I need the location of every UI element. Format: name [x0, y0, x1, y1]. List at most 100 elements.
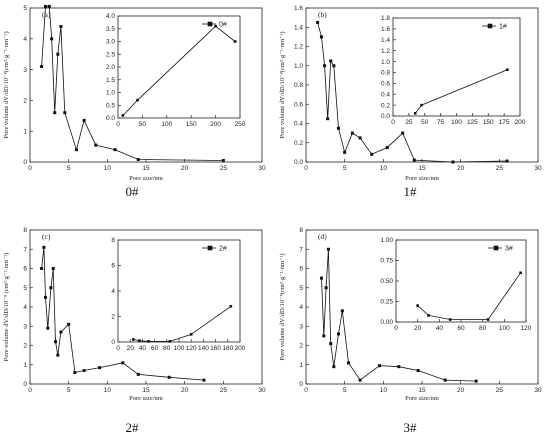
panel-4-main-xtick-label-4: 20	[457, 387, 465, 394]
panel-2-inset-xtick-label-2: 50	[421, 119, 429, 126]
panel-3-inset-point-1	[138, 339, 141, 343]
panel-2-main-xtick-label-0: 0	[304, 165, 308, 172]
panel-4-main-xtick-label-6: 30	[534, 387, 542, 394]
panel-3-main-point-11	[82, 369, 86, 373]
panel-2-main-xtick-label-1: 5	[343, 165, 347, 172]
panel-2-main-ytick-label-1: 0.2	[294, 140, 303, 147]
panel-2-main-ytick-label-4: 0.8	[294, 82, 303, 89]
panel-4-ylabel: Pore volume dV/dD/10⁻⁴(cm³·g⁻¹·nm⁻¹)	[279, 253, 286, 360]
panel-2-main-ytick-label-5: 1.0	[294, 63, 303, 70]
panel-4-main-point-9	[358, 378, 362, 382]
panel-3-main-point-15	[167, 375, 171, 379]
panel-4-xlabel: Pore size/nm	[405, 395, 439, 402]
panel-1-label: (a)	[42, 10, 51, 19]
panel-3-main-point-16	[202, 378, 206, 382]
panel-1-inset-point-0	[121, 114, 125, 117]
panel-1-main-line	[41, 6, 224, 161]
panel-4-main-xtick-label-5: 25	[496, 387, 504, 394]
panel-3-main-xtick-label-4: 20	[181, 387, 189, 394]
panel-2-main-point-9	[358, 136, 362, 140]
panel-2-main-xtick-label-5: 25	[496, 165, 504, 172]
panel-2-main-point-0	[316, 20, 320, 24]
panel-1-inset-xtick-label-4: 200	[210, 121, 221, 128]
panel-1-legend-text: 0#	[219, 22, 227, 29]
panel-4-main-ytick-label-8: 8	[299, 227, 303, 234]
panel-1-inset-ytick-label-1: 0.5	[106, 102, 115, 109]
panel-2-caption: 1#	[404, 184, 418, 199]
panel-1-inset-point-2	[214, 24, 217, 28]
panel-1-inset-ytick-label-6: 3.0	[106, 39, 115, 46]
panel-4-main-ytick-label-4: 4	[299, 304, 303, 311]
panel-2-main-frame	[305, 7, 539, 163]
panel-2-inset-xtick-label-8: 200	[515, 119, 526, 126]
panel-3-label: (c)	[42, 232, 51, 241]
panel-2-legend-marker	[487, 23, 493, 29]
panel-2-inset-point-2	[506, 68, 509, 72]
panel-3-main-ytick-label-4: 4	[23, 304, 27, 311]
panel-4-main-ytick-label-0: 0	[299, 381, 303, 388]
panel-1-main-point-3	[50, 37, 54, 41]
panel-3-inset-xtick-label-3: 60	[151, 345, 159, 352]
panel-3-inset-xtick-label-4: 80	[163, 345, 171, 352]
panel-3-inset-line	[133, 305, 232, 342]
panel-2-inset-xtick-label-5: 125	[467, 119, 478, 126]
panel-1-main-point-10	[94, 143, 98, 147]
panel-2-main-ytick-label-7: 1.4	[294, 24, 303, 31]
panel-1-inset-xtick-label-5: 250	[235, 121, 246, 128]
panel-1-main-ytick-label-4: 4	[23, 36, 27, 43]
panel-3-inset-point-5	[229, 305, 233, 308]
panel-1-main-xtick-label-4: 20	[181, 165, 189, 172]
panel-3-main-point-0	[40, 267, 44, 270]
panel-3-main-point-5	[51, 267, 55, 270]
panel-2-xlabel: Pore size/nm	[405, 175, 439, 182]
panel-2-main-ytick-label-0: 0.0	[294, 159, 303, 166]
panel-4-inset-xtick-label-3: 60	[457, 325, 465, 332]
panel-1-main-ytick-label-1: 1	[23, 128, 27, 135]
panel-1-main-point-6	[59, 24, 63, 28]
panel-3-inset-point-3	[168, 340, 172, 343]
panel-4-main-xtick-label-3: 15	[418, 387, 426, 394]
panel-4-inset-point-3	[486, 318, 490, 321]
panel-2-inset-ytick-label-5: 1.0	[381, 59, 390, 66]
panel-1-main-point-12	[136, 158, 140, 162]
panel-3-inset-xtick-label-9: 180	[222, 345, 233, 352]
panel-3-main-ytick-label-2: 2	[23, 343, 27, 350]
panel-2-main-point-4	[329, 59, 333, 63]
panel-2-inset-ytick-label-3: 0.6	[381, 81, 390, 88]
panel-3-main-xtick-label-3: 15	[142, 387, 150, 394]
panel-2-inset-ytick-label-6: 1.2	[381, 48, 390, 55]
panel-4-main-point-0	[319, 276, 323, 280]
panel-2-inset-ytick-label-4: 0.8	[381, 70, 390, 77]
panel-3-main-point-1	[42, 245, 46, 249]
panel-1-main-ytick-label-3: 3	[23, 67, 27, 74]
panel-4-inset-ytick-label-4: 1.00	[380, 237, 393, 244]
panel-4-inset-xtick-label-6: 120	[521, 325, 532, 332]
panel-2-main-point-1	[319, 35, 323, 39]
panel-1-inset-line	[122, 25, 236, 116]
panel-2-inset-xtick-label-1: 25	[405, 119, 413, 126]
panel-1-inset-xtick-label-2: 100	[161, 121, 172, 128]
panel-4-inset-point-2	[448, 318, 452, 321]
panel-3-main-point-12	[98, 366, 102, 370]
panel-1-main-point-11	[113, 148, 117, 152]
panel-4-main-xtick-label-1: 5	[343, 387, 347, 394]
panel-4-main-point-11	[397, 365, 401, 369]
panel-3-main-line	[41, 247, 205, 381]
panel-2-main-point-12	[401, 131, 405, 135]
panel-3-main-ytick-label-1: 1	[23, 362, 27, 369]
panel-1-caption: 0#	[126, 184, 140, 199]
panel-1-main-xtick-label-6: 30	[258, 165, 266, 172]
panel-1-inset-ytick-label-5: 2.5	[106, 51, 115, 58]
panel-2-legend-text: 1#	[499, 24, 507, 31]
panel-2-inset-ytick-label-0: 0.0	[381, 113, 390, 120]
panel-1-main-xtick-label-1: 5	[67, 165, 71, 172]
panel-4-main-xtick-label-0: 0	[304, 387, 308, 394]
panel-2-inset-frame	[392, 17, 521, 117]
panel-1-main-point-2	[47, 4, 51, 8]
panel-2-main-xtick-label-2: 10	[380, 165, 388, 172]
panel-1-main-point-4	[53, 111, 57, 115]
panel-3-main-point-10	[73, 370, 77, 374]
panel-4-label: (d)	[318, 232, 327, 241]
panel-3-inset-ytick-label-4: 8	[111, 237, 115, 244]
